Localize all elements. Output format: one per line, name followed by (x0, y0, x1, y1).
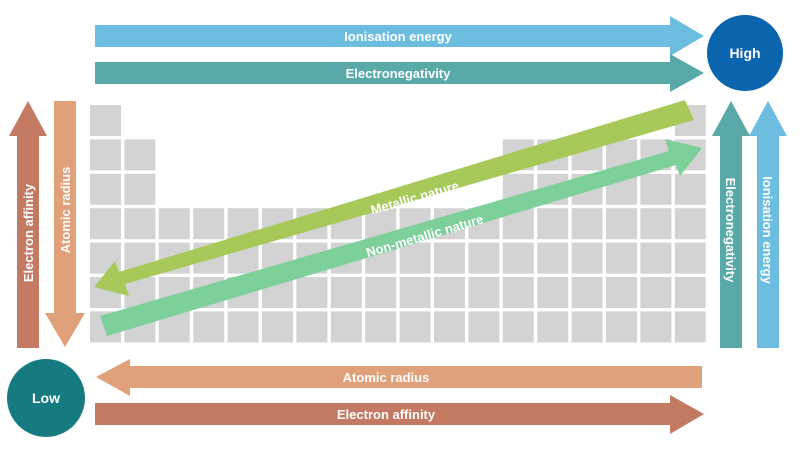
grid-cell (193, 208, 225, 240)
grid-cell (434, 311, 465, 343)
grid-cell (571, 242, 603, 274)
grid-cell (365, 277, 397, 308)
grid-cell (537, 242, 569, 274)
arrow-bottom-electron-affinity-label: Electron affinity (337, 407, 436, 422)
grid-cell (640, 311, 672, 343)
grid-cell (365, 311, 397, 343)
arrow-top-ionisation-energy-label: Ionisation energy (344, 29, 452, 44)
grid-cell (468, 311, 500, 343)
grid-cell (537, 311, 569, 343)
grid-cell (571, 311, 603, 343)
grid-cell (468, 242, 500, 274)
low-label: Low (32, 390, 60, 406)
grid-cell (640, 242, 672, 274)
grid-cell (399, 242, 431, 274)
grid-cell (262, 311, 293, 343)
grid-cell (674, 311, 706, 343)
grid-cell (606, 208, 637, 240)
arrow-diagonal-metallic-nature-shape (94, 100, 694, 296)
grid-cell (296, 311, 328, 343)
grid-cell (193, 311, 225, 343)
grid-cell (124, 208, 156, 240)
grid-cell (502, 242, 534, 274)
grid-cell (124, 139, 156, 171)
arrow-bottom-atomic-radius-shape (96, 359, 702, 396)
grid-cell (674, 208, 706, 240)
arrow-right-electronegativity-label: Electronegativity (723, 178, 738, 284)
grid-cell (399, 311, 431, 343)
arrow-left-electron-affinity-label: Electron affinity (21, 183, 36, 282)
arrow-left-atomic-radius: Atomic radius (45, 101, 85, 347)
arrow-top-ionisation-energy-shape (95, 16, 704, 56)
grid-cell (502, 277, 534, 308)
grid-cell (296, 277, 328, 308)
high-circle (707, 15, 783, 91)
arrow-top-electronegativity-shape (95, 54, 704, 92)
arrow-left-electron-affinity: Electron affinity (9, 101, 47, 348)
arrow-right-ionisation-energy: Ionisation energy (749, 101, 787, 348)
grid-cell (90, 139, 121, 171)
grid-cell (434, 277, 465, 308)
arrow-bottom-electron-affinity-shape (95, 395, 704, 434)
arrow-bottom-atomic-radius: Atomic radius (96, 359, 702, 396)
arrow-right-ionisation-energy-label: Ionisation energy (760, 176, 775, 284)
grid-cell (674, 173, 706, 205)
high-label: High (729, 45, 760, 61)
low-circle (7, 359, 85, 437)
arrow-right-electronegativity: Electronegativity (712, 101, 750, 348)
grid-cell (606, 311, 637, 343)
arrow-bottom-atomic-radius-label: Atomic radius (343, 370, 430, 385)
grid-cell (537, 277, 569, 308)
grid-cell (606, 277, 637, 308)
grid-cell (640, 277, 672, 308)
grid-cell (330, 311, 362, 343)
grid-cell (90, 208, 121, 240)
grid-cell (674, 277, 706, 308)
arrow-left-atomic-radius-label: Atomic radius (58, 167, 73, 254)
grid-cell (330, 277, 362, 308)
grid-cell (158, 208, 190, 240)
grid-cell (434, 242, 465, 274)
arrow-left-atomic-radius-shape (45, 101, 85, 347)
arrow-left-electron-affinity-shape (9, 101, 47, 348)
arrow-bottom-electron-affinity: Electron affinity (95, 395, 704, 434)
arrow-right-electronegativity-shape (712, 101, 750, 348)
grid-cell (90, 173, 121, 205)
arrow-top-electronegativity-label: Electronegativity (346, 66, 452, 81)
grid-cell (399, 277, 431, 308)
grid-cell (571, 277, 603, 308)
arrow-right-ionisation-energy-shape (749, 101, 787, 348)
high-indicator: High (707, 15, 783, 91)
grid-cell (571, 208, 603, 240)
grid-cell (640, 208, 672, 240)
grid-cell (227, 311, 259, 343)
grid-cell (674, 242, 706, 274)
grid-cell (537, 208, 569, 240)
grid-cell (606, 242, 637, 274)
arrow-diagonal-nonmetallic-nature-shape (100, 139, 702, 336)
arrow-top-ionisation-energy: Ionisation energy (95, 16, 704, 56)
low-indicator: Low (7, 359, 85, 437)
grid-cell (124, 173, 156, 205)
arrow-top-electronegativity: Electronegativity (95, 54, 704, 92)
grid-cell (468, 277, 500, 308)
grid-cell (90, 105, 121, 136)
grid-cell (640, 173, 672, 205)
grid-cell (502, 311, 534, 343)
